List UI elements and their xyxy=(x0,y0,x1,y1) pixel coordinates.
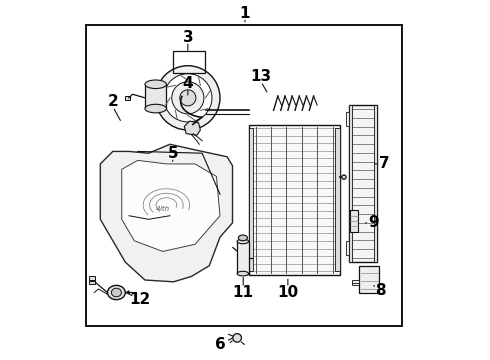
Polygon shape xyxy=(184,121,200,135)
Bar xyxy=(348,105,352,262)
Bar xyxy=(125,96,130,100)
Ellipse shape xyxy=(180,90,196,106)
Text: 10: 10 xyxy=(277,285,298,300)
Text: 5: 5 xyxy=(168,146,179,161)
Text: 11: 11 xyxy=(233,285,254,300)
Ellipse shape xyxy=(145,104,167,113)
Bar xyxy=(248,128,253,271)
Ellipse shape xyxy=(342,175,346,179)
Bar xyxy=(348,105,377,262)
Bar xyxy=(173,51,205,73)
Bar xyxy=(86,24,402,327)
Bar xyxy=(248,125,340,275)
Bar xyxy=(237,242,248,274)
Ellipse shape xyxy=(237,239,248,244)
Polygon shape xyxy=(122,160,220,251)
Bar xyxy=(373,105,377,262)
Bar xyxy=(346,112,348,126)
Ellipse shape xyxy=(111,288,122,297)
Polygon shape xyxy=(100,144,232,282)
Bar xyxy=(89,281,95,284)
Bar xyxy=(89,276,95,280)
Bar xyxy=(350,210,358,232)
Text: 12: 12 xyxy=(129,292,150,307)
Text: 6: 6 xyxy=(215,337,225,352)
Text: 2: 2 xyxy=(107,94,118,109)
Ellipse shape xyxy=(164,74,212,122)
Bar xyxy=(145,84,167,109)
Text: 7: 7 xyxy=(379,157,390,171)
Text: 4: 4 xyxy=(183,76,193,91)
Text: 13: 13 xyxy=(250,69,271,84)
Ellipse shape xyxy=(237,271,248,276)
Ellipse shape xyxy=(107,285,125,300)
Ellipse shape xyxy=(202,109,208,115)
Bar xyxy=(346,241,348,255)
Text: 3: 3 xyxy=(183,30,193,45)
Text: 8: 8 xyxy=(375,283,386,298)
Ellipse shape xyxy=(156,66,220,130)
Ellipse shape xyxy=(145,80,167,89)
Text: 1: 1 xyxy=(240,6,250,21)
Text: 4/th: 4/th xyxy=(156,206,170,212)
Bar xyxy=(335,128,340,271)
Ellipse shape xyxy=(238,235,247,241)
Ellipse shape xyxy=(233,334,242,342)
Bar xyxy=(352,280,359,285)
Bar xyxy=(359,266,379,293)
Text: 9: 9 xyxy=(368,215,379,230)
Ellipse shape xyxy=(172,82,204,114)
